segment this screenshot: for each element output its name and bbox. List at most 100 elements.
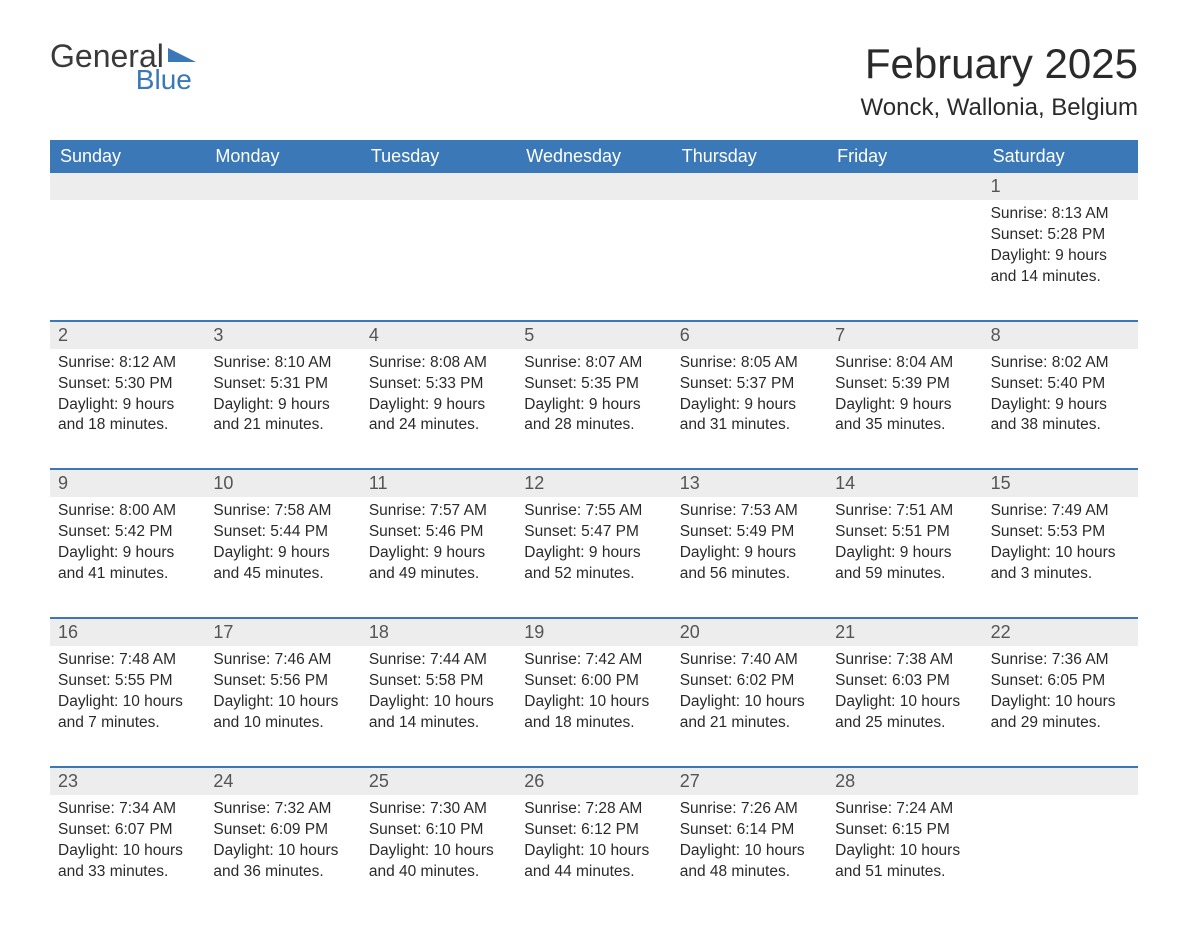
- sunrise-text: Sunrise: 7:42 AM: [524, 650, 663, 671]
- dl2-text: and 56 minutes.: [680, 564, 819, 585]
- day-header: Thursday: [672, 140, 827, 173]
- dl1-text: Daylight: 9 hours: [835, 395, 974, 416]
- dl2-text: and 28 minutes.: [524, 415, 663, 436]
- dl2-text: and 29 minutes.: [991, 713, 1130, 734]
- sunset-text: Sunset: 5:51 PM: [835, 522, 974, 543]
- day-content: Sunrise: 8:12 AMSunset: 5:30 PMDaylight:…: [50, 349, 205, 455]
- dl2-text: and 44 minutes.: [524, 862, 663, 883]
- day-content: Sunrise: 7:55 AMSunset: 5:47 PMDaylight:…: [516, 497, 671, 603]
- dl2-text: and 18 minutes.: [58, 415, 197, 436]
- dl2-text: and 49 minutes.: [369, 564, 508, 585]
- week-row: 16171819202122Sunrise: 7:48 AMSunset: 5:…: [50, 617, 1138, 752]
- dl1-text: Daylight: 10 hours: [680, 692, 819, 713]
- sunrise-text: Sunrise: 7:48 AM: [58, 650, 197, 671]
- day-content: Sunrise: 8:07 AMSunset: 5:35 PMDaylight:…: [516, 349, 671, 455]
- day-content: Sunrise: 7:51 AMSunset: 5:51 PMDaylight:…: [827, 497, 982, 603]
- sunset-text: Sunset: 6:02 PM: [680, 671, 819, 692]
- dl1-text: Daylight: 10 hours: [680, 841, 819, 862]
- dl1-text: Daylight: 10 hours: [58, 841, 197, 862]
- day-number: 21: [827, 619, 982, 646]
- day-number: 20: [672, 619, 827, 646]
- day-header: Sunday: [50, 140, 205, 173]
- day-number: 14: [827, 470, 982, 497]
- dl2-text: and 35 minutes.: [835, 415, 974, 436]
- day-number: 4: [361, 322, 516, 349]
- dl1-text: Daylight: 9 hours: [369, 395, 508, 416]
- dl1-text: Daylight: 9 hours: [524, 543, 663, 564]
- day-content: Sunrise: 8:02 AMSunset: 5:40 PMDaylight:…: [983, 349, 1138, 455]
- logo: General Blue: [50, 40, 196, 94]
- day-number: [827, 173, 982, 200]
- dl1-text: Daylight: 9 hours: [991, 246, 1130, 267]
- dl2-text: and 14 minutes.: [991, 267, 1130, 288]
- day-number: 8: [983, 322, 1138, 349]
- day-number: 16: [50, 619, 205, 646]
- daynum-row: 2345678: [50, 322, 1138, 349]
- dl2-text: and 40 minutes.: [369, 862, 508, 883]
- sunset-text: Sunset: 6:05 PM: [991, 671, 1130, 692]
- dl1-text: Daylight: 10 hours: [524, 841, 663, 862]
- sunset-text: Sunset: 5:47 PM: [524, 522, 663, 543]
- sunrise-text: Sunrise: 8:10 AM: [213, 353, 352, 374]
- dl2-text: and 31 minutes.: [680, 415, 819, 436]
- sunrise-text: Sunrise: 8:05 AM: [680, 353, 819, 374]
- day-number: 18: [361, 619, 516, 646]
- day-number: 7: [827, 322, 982, 349]
- daynum-row: 1: [50, 173, 1138, 200]
- day-header: Monday: [205, 140, 360, 173]
- day-content: [50, 200, 205, 306]
- day-number: 24: [205, 768, 360, 795]
- day-content: Sunrise: 7:34 AMSunset: 6:07 PMDaylight:…: [50, 795, 205, 901]
- sunrise-text: Sunrise: 7:44 AM: [369, 650, 508, 671]
- sunset-text: Sunset: 5:58 PM: [369, 671, 508, 692]
- dl2-text: and 14 minutes.: [369, 713, 508, 734]
- day-number: 3: [205, 322, 360, 349]
- daynum-row: 9101112131415: [50, 470, 1138, 497]
- dl2-text: and 33 minutes.: [58, 862, 197, 883]
- dl1-text: Daylight: 9 hours: [213, 543, 352, 564]
- sunset-text: Sunset: 5:39 PM: [835, 374, 974, 395]
- day-content: Sunrise: 7:40 AMSunset: 6:02 PMDaylight:…: [672, 646, 827, 752]
- dl1-text: Daylight: 10 hours: [835, 692, 974, 713]
- day-content: [827, 200, 982, 306]
- day-content: Sunrise: 7:42 AMSunset: 6:00 PMDaylight:…: [516, 646, 671, 752]
- dl1-text: Daylight: 10 hours: [213, 692, 352, 713]
- sunrise-text: Sunrise: 8:12 AM: [58, 353, 197, 374]
- day-number: 10: [205, 470, 360, 497]
- day-number: [672, 173, 827, 200]
- day-number: [983, 768, 1138, 795]
- day-number: 6: [672, 322, 827, 349]
- day-content: Sunrise: 7:32 AMSunset: 6:09 PMDaylight:…: [205, 795, 360, 901]
- dl2-text: and 21 minutes.: [680, 713, 819, 734]
- sunrise-text: Sunrise: 7:28 AM: [524, 799, 663, 820]
- day-number: 2: [50, 322, 205, 349]
- sunset-text: Sunset: 5:28 PM: [991, 225, 1130, 246]
- sunset-text: Sunset: 6:15 PM: [835, 820, 974, 841]
- week-row: 9101112131415Sunrise: 8:00 AMSunset: 5:4…: [50, 468, 1138, 603]
- day-number: [516, 173, 671, 200]
- day-number: 25: [361, 768, 516, 795]
- sunset-text: Sunset: 6:12 PM: [524, 820, 663, 841]
- day-content: Sunrise: 7:48 AMSunset: 5:55 PMDaylight:…: [50, 646, 205, 752]
- dl2-text: and 18 minutes.: [524, 713, 663, 734]
- day-content: Sunrise: 7:46 AMSunset: 5:56 PMDaylight:…: [205, 646, 360, 752]
- sunrise-text: Sunrise: 8:07 AM: [524, 353, 663, 374]
- dl1-text: Daylight: 9 hours: [213, 395, 352, 416]
- day-content: Sunrise: 8:00 AMSunset: 5:42 PMDaylight:…: [50, 497, 205, 603]
- dl2-text: and 51 minutes.: [835, 862, 974, 883]
- sunset-text: Sunset: 5:46 PM: [369, 522, 508, 543]
- dl2-text: and 10 minutes.: [213, 713, 352, 734]
- day-content: [516, 200, 671, 306]
- month-title: February 2025: [861, 40, 1138, 88]
- content-row: Sunrise: 8:13 AMSunset: 5:28 PMDaylight:…: [50, 200, 1138, 306]
- sunrise-text: Sunrise: 8:08 AM: [369, 353, 508, 374]
- dl2-text: and 52 minutes.: [524, 564, 663, 585]
- day-content: [983, 795, 1138, 901]
- day-content: Sunrise: 7:24 AMSunset: 6:15 PMDaylight:…: [827, 795, 982, 901]
- dl2-text: and 7 minutes.: [58, 713, 197, 734]
- dl1-text: Daylight: 9 hours: [680, 395, 819, 416]
- day-content: Sunrise: 7:57 AMSunset: 5:46 PMDaylight:…: [361, 497, 516, 603]
- sunrise-text: Sunrise: 7:26 AM: [680, 799, 819, 820]
- dl1-text: Daylight: 9 hours: [835, 543, 974, 564]
- day-content: Sunrise: 8:08 AMSunset: 5:33 PMDaylight:…: [361, 349, 516, 455]
